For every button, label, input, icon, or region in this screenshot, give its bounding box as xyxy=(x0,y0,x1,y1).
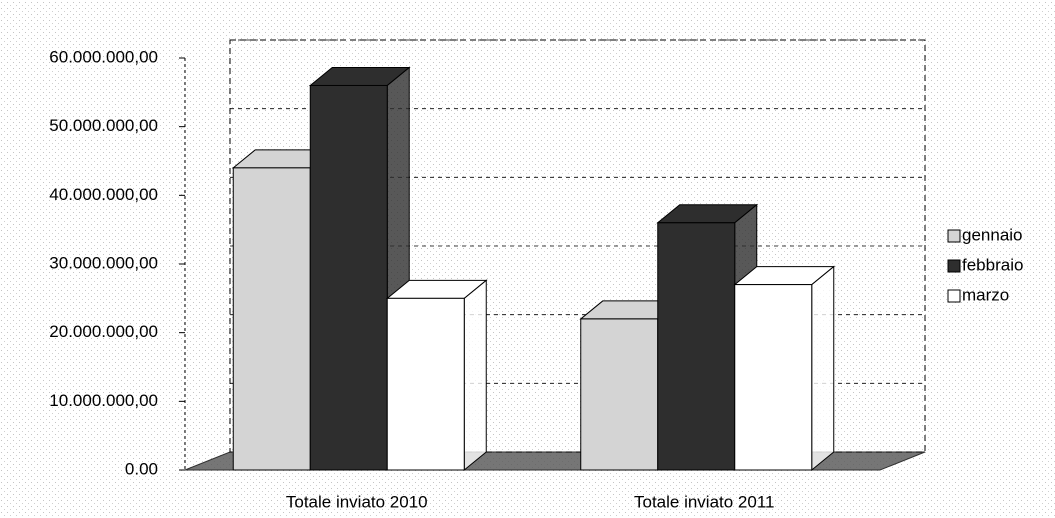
bar xyxy=(385,279,488,472)
x-tick-label: Totale inviato 2010 xyxy=(286,492,428,511)
bar-side xyxy=(463,279,487,472)
legend-swatch xyxy=(947,259,961,273)
y-tick-label: 50.000.000,00 xyxy=(49,116,158,135)
legend-swatch xyxy=(947,229,961,243)
y-tick-label: 30.000.000,00 xyxy=(49,253,158,272)
back-wall xyxy=(229,39,926,453)
y-tick-label: 40.000.000,00 xyxy=(49,185,158,204)
y-tick-label: 10.000.000,00 xyxy=(49,391,158,410)
bar xyxy=(733,265,836,472)
legend-label: marzo xyxy=(962,285,1009,304)
legend-swatch xyxy=(947,289,961,303)
x-tick-label: Totale inviato 2011 xyxy=(634,492,775,511)
bar-front xyxy=(386,297,465,471)
bar-front xyxy=(657,222,736,471)
legend-label: febbraio xyxy=(962,255,1023,274)
bar-front xyxy=(309,84,388,471)
y-tick-label: 60.000.000,00 xyxy=(49,47,158,66)
bar-side xyxy=(811,265,835,472)
bar-front xyxy=(232,167,311,471)
y-tick-label: 20.000.000,00 xyxy=(49,322,158,341)
bar-front xyxy=(580,318,659,471)
legend-label: gennaio xyxy=(962,225,1023,244)
y-tick-label: 0.00 xyxy=(125,459,158,478)
bar-front xyxy=(734,284,813,471)
